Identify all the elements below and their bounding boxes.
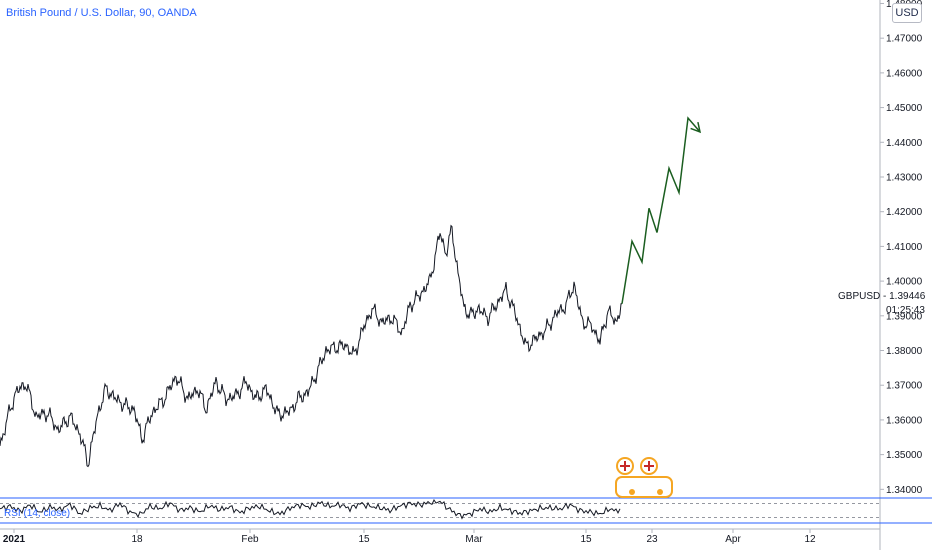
event-dot-icon bbox=[657, 489, 663, 495]
currency-button[interactable]: USD bbox=[892, 3, 922, 23]
symbol-label: GBPUSD bbox=[838, 291, 881, 302]
y-tick-label: 1.47000 bbox=[886, 34, 923, 45]
last-price-value: 1.39446 bbox=[889, 291, 926, 302]
price-separator: - bbox=[883, 291, 890, 302]
y-tick-label: 1.42000 bbox=[886, 207, 923, 218]
bar-countdown: 01:25:43 bbox=[886, 305, 925, 316]
rsi-line bbox=[0, 498, 621, 520]
x-tick-label: 18 bbox=[131, 534, 143, 545]
x-tick-label: 23 bbox=[646, 534, 658, 545]
rsi-indicator-label[interactable]: RSI (14, close) bbox=[4, 508, 71, 519]
pane-separators bbox=[0, 497, 932, 524]
y-tick-label: 1.40000 bbox=[886, 277, 923, 288]
y-tick-label: 1.43000 bbox=[886, 172, 923, 183]
y-tick-label: 1.37000 bbox=[886, 381, 923, 392]
y-tick-label: 1.45000 bbox=[886, 103, 923, 114]
economic-events[interactable] bbox=[615, 457, 673, 498]
y-tick-label: 1.44000 bbox=[886, 138, 923, 149]
y-tick-label: 1.41000 bbox=[886, 242, 923, 253]
projection-arrowhead bbox=[690, 121, 702, 134]
price-axis[interactable]: 1.34000 1.35000 1.36000 1.37000 1.38000 1.390… bbox=[879, 0, 923, 550]
y-tick-label: 1.46000 bbox=[886, 68, 923, 79]
chart-title: British Pound / U.S. Dollar, 90, OANDA bbox=[6, 7, 197, 19]
price-series-line bbox=[0, 224, 622, 468]
y-tick-label: 1.38000 bbox=[886, 346, 923, 357]
x-tick-label: 12 bbox=[804, 534, 816, 545]
event-dot-icon bbox=[629, 489, 635, 495]
x-tick-label: 2021 bbox=[3, 534, 26, 545]
projection-zigzag-line[interactable] bbox=[621, 116, 701, 304]
rsi-pane bbox=[0, 498, 880, 520]
y-tick-label: 1.34000 bbox=[886, 485, 923, 496]
time-axis[interactable]: 2021 18 Feb 15 Mar 15 23 Apr 12 bbox=[0, 528, 880, 545]
calendar-events-icon bbox=[615, 476, 673, 498]
x-tick-label: Mar bbox=[465, 534, 483, 545]
x-tick-label: Apr bbox=[725, 534, 741, 545]
x-tick-label: Feb bbox=[241, 534, 259, 545]
y-tick-label: 1.39000 bbox=[886, 311, 923, 322]
x-tick-label: 15 bbox=[580, 534, 592, 545]
y-tick-label: 1.36000 bbox=[886, 415, 923, 426]
last-price-label: GBPUSD - 1.39446 bbox=[838, 291, 925, 302]
y-tick-label: 1.35000 bbox=[886, 450, 923, 461]
x-tick-label: 15 bbox=[358, 534, 370, 545]
